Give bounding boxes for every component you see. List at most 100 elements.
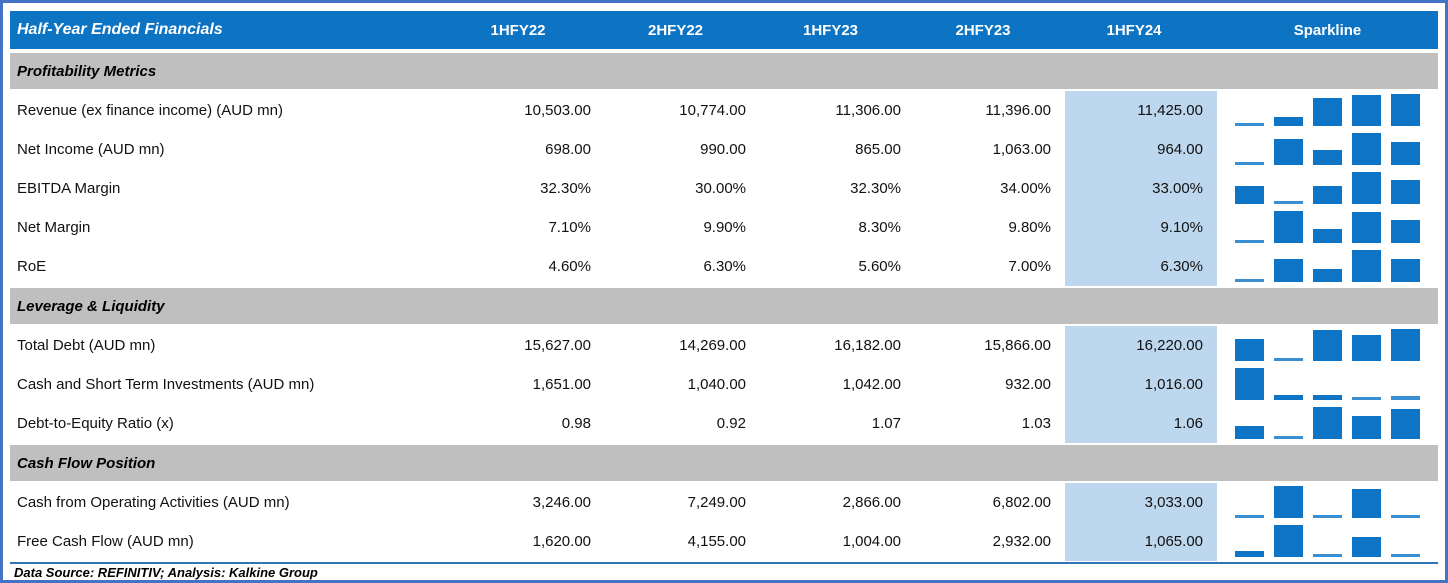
sparkline-bar — [1391, 515, 1420, 518]
sparkline-bar — [1391, 396, 1420, 400]
sparkline-bar — [1352, 172, 1381, 204]
value-cell: 9.80% — [1008, 219, 1051, 236]
value-cell: 30.00% — [695, 180, 746, 197]
value-cell: 11,306.00 — [835, 102, 901, 119]
sparkline-bar — [1313, 515, 1342, 518]
sparkline-bar — [1235, 515, 1264, 518]
sparkline-bar — [1391, 409, 1420, 439]
sparkline-bar — [1274, 436, 1303, 439]
sparkline-bar — [1391, 554, 1420, 557]
column-header-1hfy22: 1HFY22 — [490, 21, 546, 39]
sparkline-bar — [1235, 123, 1264, 126]
footer-divider — [10, 562, 1438, 564]
sparkline-cell — [1217, 247, 1438, 286]
value-cell: 0.92 — [716, 415, 746, 432]
sparkline-bar — [1352, 537, 1381, 557]
column-header-1hfy23: 1HFY23 — [802, 21, 859, 39]
value-cell: 16,220.00 — [1065, 326, 1217, 365]
value-cell: 9.90% — [703, 219, 746, 236]
table-row: Net Margin 7.10% 9.90% 8.30% 9.80% 9.10% — [10, 208, 1438, 247]
value-cell: 8.30% — [858, 219, 901, 236]
table-row: Total Debt (AUD mn) 15,627.00 14,269.00 16,… — [10, 326, 1438, 365]
sparkline-bar — [1313, 150, 1342, 165]
sparkline-bar — [1274, 395, 1303, 400]
sparkline-bar — [1391, 220, 1420, 243]
metric-label: RoE — [17, 258, 47, 275]
value-cell: 32.30% — [540, 180, 591, 197]
table-row: Free Cash Flow (AUD mn) 1,620.00 4,155.00 1… — [10, 522, 1438, 561]
table-row: Debt-to-Equity Ratio (x) 0.98 0.92 1.07 1.03… — [10, 404, 1438, 443]
metric-label: Free Cash Flow (AUD mn) — [17, 533, 194, 550]
value-cell: 1,651.00 — [532, 376, 591, 393]
sparkline-bar — [1313, 98, 1342, 126]
table-row: EBITDA Margin 32.30% 30.00% 32.30% 34.00% 33.… — [10, 169, 1438, 208]
table-row: Cash from Operating Activities (AUD mn) 3… — [10, 483, 1438, 522]
section-title: Leverage & Liquidity — [17, 297, 165, 315]
sparkline-bar — [1274, 117, 1303, 126]
metric-label: Revenue (ex finance income) (AUD mn) — [17, 102, 283, 119]
value-cell: 990.00 — [700, 141, 746, 158]
column-header-1hfy24: 1HFY24 — [1106, 21, 1162, 39]
value-cell: 11,396.00 — [985, 102, 1051, 119]
sparkline-cell — [1217, 522, 1438, 561]
table-row: Revenue (ex finance income) (AUD mn) 10,5… — [10, 91, 1438, 130]
sparkline-bar — [1352, 250, 1381, 282]
data-source-note: Data Source: REFINITIV; Analysis: Kalkin… — [14, 564, 318, 580]
value-cell: 34.00% — [1000, 180, 1051, 197]
value-cell: 11,425.00 — [1065, 91, 1217, 130]
value-cell: 2,866.00 — [842, 494, 901, 511]
sparkline-bar — [1352, 133, 1381, 165]
value-cell: 1,063.00 — [992, 141, 1051, 158]
sparkline-bar — [1313, 407, 1342, 439]
value-cell: 6,802.00 — [992, 494, 1051, 511]
sparkline-bar — [1274, 201, 1303, 204]
value-cell: 1,620.00 — [532, 533, 591, 550]
metric-label: Cash from Operating Activities (AUD mn) — [17, 494, 290, 511]
sparkline-bar — [1313, 229, 1342, 243]
sparkline-bar — [1391, 259, 1420, 282]
sparkline-bar — [1274, 211, 1303, 243]
column-header-sparkline: Sparkline — [1293, 21, 1362, 39]
sparkline-bar — [1313, 554, 1342, 557]
sparkline-cell — [1217, 130, 1438, 169]
value-cell: 964.00 — [1065, 130, 1217, 169]
value-cell: 1.03 — [1021, 415, 1051, 432]
value-cell: 932.00 — [1005, 376, 1051, 393]
value-cell: 15,866.00 — [984, 337, 1051, 354]
sparkline-cell — [1217, 365, 1438, 404]
value-cell: 15,627.00 — [524, 337, 591, 354]
sparkline-cell — [1217, 404, 1438, 443]
metric-label: Net Income (AUD mn) — [17, 141, 165, 158]
sparkline-cell — [1217, 169, 1438, 208]
sparkline-bar — [1352, 335, 1381, 361]
sparkline-bar — [1235, 551, 1264, 557]
table-row: Cash and Short Term Investments (AUD mn)… — [10, 365, 1438, 404]
value-cell: 10,774.00 — [679, 102, 746, 119]
value-cell: 1,004.00 — [842, 533, 901, 550]
sparkline-bar — [1352, 489, 1381, 518]
sparkline-bar — [1235, 368, 1264, 400]
value-cell: 5.60% — [858, 258, 901, 275]
sparkline-bar — [1391, 180, 1420, 204]
sparkline-bar — [1274, 525, 1303, 557]
sparkline-cell — [1217, 326, 1438, 365]
table-row: Net Income (AUD mn) 698.00 990.00 865.00 1,0… — [10, 130, 1438, 169]
sparkline-bar — [1313, 395, 1342, 400]
sparkline-cell — [1217, 483, 1438, 522]
sparkline-bar — [1274, 139, 1303, 165]
sparkline-bar — [1313, 186, 1342, 204]
section-header: Profitability Metrics — [10, 53, 1438, 89]
metric-label: Total Debt (AUD mn) — [17, 337, 156, 354]
sparkline-bar — [1391, 329, 1420, 361]
column-header-2hfy22: 2HFY22 — [647, 21, 704, 39]
sparkline-bar — [1313, 269, 1342, 282]
value-cell: 865.00 — [855, 141, 901, 158]
sparkline-bar — [1274, 358, 1303, 361]
value-cell: 3,033.00 — [1065, 483, 1217, 522]
value-cell: 4,155.00 — [687, 533, 746, 550]
sparkline-bar — [1235, 162, 1264, 165]
value-cell: 33.00% — [1065, 169, 1217, 208]
sparkline-bar — [1352, 212, 1381, 243]
metric-label: Cash and Short Term Investments (AUD mn) — [17, 376, 315, 393]
